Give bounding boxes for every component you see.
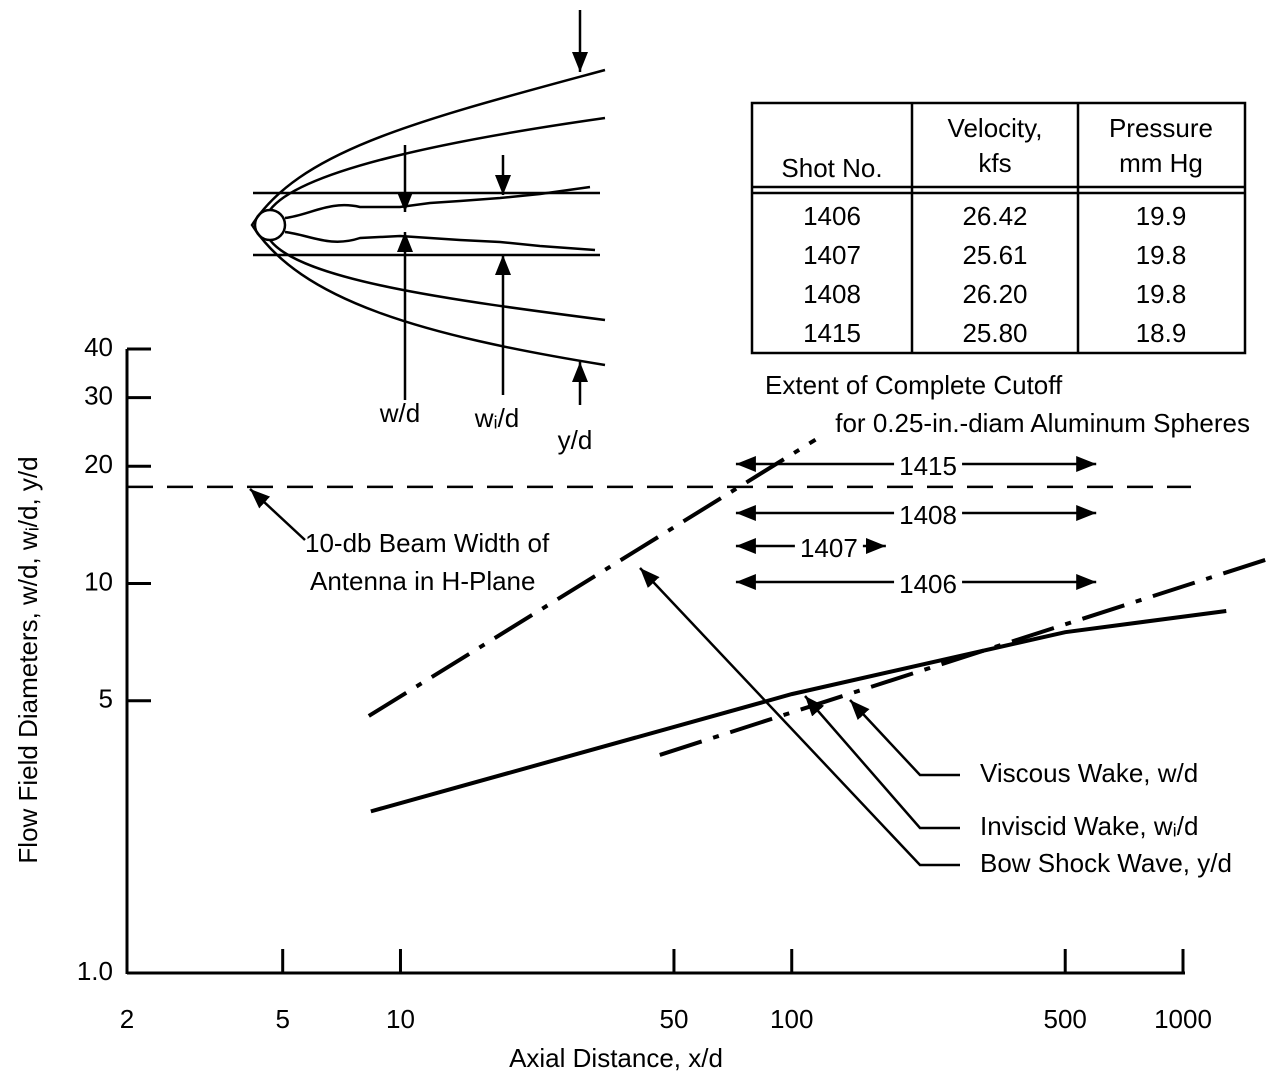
y-tick-label: 1.0: [77, 956, 113, 986]
table-header: kfs: [978, 148, 1011, 178]
x-tick-label: 50: [659, 1004, 688, 1034]
table-header: Velocity,: [948, 113, 1043, 143]
leader: [639, 567, 960, 867]
table-cell: 19.8: [1136, 279, 1187, 309]
y-tick-label: 20: [84, 449, 113, 479]
x-tick-label: 500: [1044, 1004, 1087, 1034]
diagram-label: wᵢ/d: [474, 403, 520, 433]
range-label: 1407: [800, 533, 858, 563]
cutoff-note: for 0.25-in.-diam Aluminum Spheres: [835, 408, 1250, 438]
legend-label: Viscous Wake, w/d: [980, 758, 1198, 788]
series-line: [659, 557, 1267, 757]
table-cell: 1406: [803, 201, 861, 231]
table-header: Shot No.: [781, 153, 882, 183]
reference-label: Antenna in H-Plane: [310, 566, 535, 596]
table-cell: 1415: [803, 318, 861, 348]
legend-label: Bow Shock Wave, y/d: [980, 848, 1232, 878]
series-line: [367, 437, 817, 718]
y-tick-label: 10: [84, 566, 113, 596]
x-tick-label: 10: [386, 1004, 415, 1034]
y-tick-label: 40: [84, 332, 113, 362]
table-cell: 25.80: [962, 318, 1027, 348]
diagram-label: w/d: [379, 398, 420, 428]
table-header: Pressure: [1109, 113, 1213, 143]
table-cell: 26.42: [962, 201, 1027, 231]
x-tick-label: 5: [275, 1004, 289, 1034]
series-line: [370, 609, 1227, 814]
leader: [249, 488, 306, 541]
y-tick-label: 30: [84, 381, 113, 411]
shot-table: [750, 101, 1247, 355]
table-cell: 26.20: [962, 279, 1027, 309]
table-cell: 1408: [803, 279, 861, 309]
y-tick-label: 5: [99, 684, 113, 714]
x-tick-label: 100: [770, 1004, 813, 1034]
x-axis-label: Axial Distance, x/d: [509, 1043, 723, 1073]
table-cell: 25.61: [962, 240, 1027, 270]
table-cell: 19.8: [1136, 240, 1187, 270]
cutoff-note: Extent of Complete Cutoff: [765, 370, 1063, 400]
x-tick-label: 1000: [1154, 1004, 1212, 1034]
diagram-label: y/d: [558, 425, 593, 455]
range-label: 1406: [899, 569, 957, 599]
table-header: mm Hg: [1119, 148, 1203, 178]
table-cell: 1407: [803, 240, 861, 270]
reference-label: 10-db Beam Width of: [305, 528, 550, 558]
y-axis-label: Flow Field Diameters, w/d, wᵢ/d, y/d: [13, 456, 43, 863]
legend-label: Inviscid Wake, wᵢ/d: [980, 811, 1198, 841]
x-tick-label: 2: [120, 1004, 134, 1034]
table-cell: 19.9: [1136, 201, 1187, 231]
flow-diagram: w/d wᵢ/d y/d: [250, 10, 606, 455]
range-label: 1415: [899, 451, 957, 481]
table-cell: 18.9: [1136, 318, 1187, 348]
leader: [849, 699, 960, 777]
leader: [804, 695, 960, 830]
range-label: 1408: [899, 500, 957, 530]
